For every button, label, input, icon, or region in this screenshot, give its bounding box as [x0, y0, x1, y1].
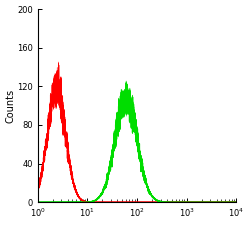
Y-axis label: Counts: Counts — [6, 89, 16, 123]
